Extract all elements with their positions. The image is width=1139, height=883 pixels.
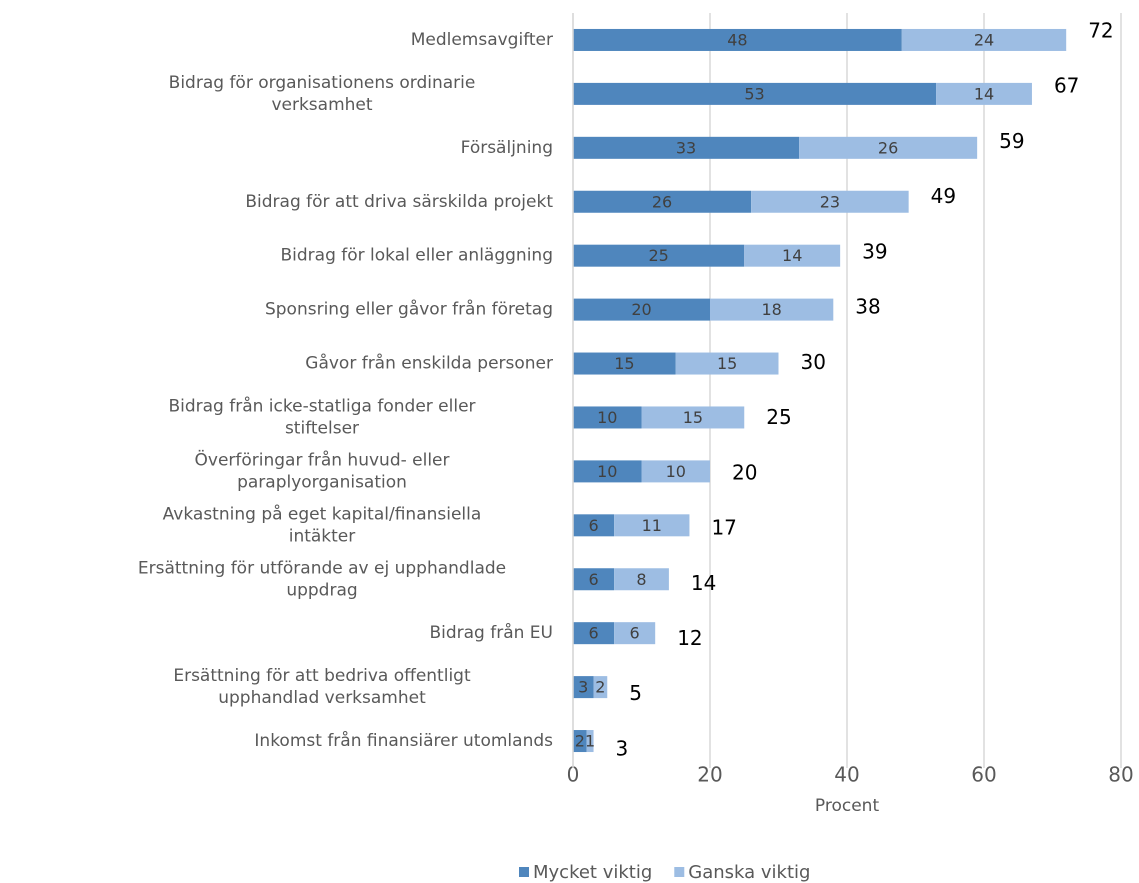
value-label: 48 [727, 30, 747, 49]
total-label: 20 [732, 460, 757, 484]
value-label: 6 [588, 516, 598, 535]
value-label: 1 [585, 732, 595, 751]
value-label: 3 [578, 678, 588, 697]
value-label: 23 [820, 192, 840, 211]
bar [936, 82, 1032, 105]
value-label: 10 [597, 462, 617, 481]
bar [573, 730, 587, 753]
total-label: 30 [801, 350, 826, 374]
bar [573, 406, 642, 429]
value-label: 6 [588, 624, 598, 643]
category-label: Inkomst från finansiärer utomlands [254, 730, 553, 751]
category-label: Medlemsavgifter [411, 30, 553, 50]
x-tick-label: 80 [1108, 763, 1133, 787]
total-label: 72 [1088, 18, 1113, 42]
value-label: 10 [597, 408, 617, 427]
category-label: Bidrag för lokal eller anläggning [280, 246, 553, 266]
value-label: 2 [595, 678, 605, 697]
value-label: 15 [717, 354, 737, 373]
bar [614, 514, 690, 537]
total-label: 17 [711, 516, 736, 540]
bar [614, 622, 656, 645]
value-label: 18 [761, 300, 781, 319]
legend-label: Mycket viktig [533, 862, 652, 883]
total-label: 59 [999, 129, 1024, 153]
value-label: 24 [974, 30, 994, 49]
bar [710, 298, 834, 321]
x-axis-label: Procent [815, 796, 880, 816]
total-label: 49 [931, 184, 956, 208]
value-label: 10 [666, 462, 686, 481]
value-label: 6 [630, 624, 640, 643]
value-label: 6 [588, 570, 598, 589]
bar [593, 676, 608, 699]
bar [573, 676, 594, 699]
x-tick-label: 60 [971, 763, 996, 787]
x-tick-label: 0 [567, 763, 580, 787]
category-label: Överföringar från huvud- eller paraplyorg… [195, 448, 450, 492]
value-label: 15 [683, 408, 703, 427]
bar [573, 514, 615, 537]
bar [573, 244, 745, 267]
legend-swatch [674, 867, 685, 877]
value-label: 11 [642, 516, 662, 535]
x-tick-label: 40 [834, 763, 859, 787]
total-label: 12 [677, 626, 702, 650]
bar [573, 136, 800, 159]
value-label: 26 [878, 138, 898, 157]
total-label: 5 [629, 681, 642, 705]
value-label: 15 [614, 354, 634, 373]
category-label: Ersättning för att bedriva offentligt upp… [173, 666, 471, 708]
category-label: Försäljning [461, 138, 553, 158]
total-label: 3 [616, 736, 629, 760]
bar [573, 460, 642, 483]
bar [573, 298, 710, 321]
bar [751, 190, 909, 213]
value-label: 33 [676, 138, 696, 157]
bar [614, 568, 669, 591]
total-label: 25 [766, 405, 791, 429]
category-label: Bidrag från icke-statliga fonder eller st… [168, 395, 475, 438]
bar [675, 352, 779, 375]
x-tick-label: 20 [697, 763, 722, 787]
bar [573, 28, 902, 51]
value-label: 20 [631, 300, 651, 319]
total-label: 39 [862, 239, 887, 263]
bar [586, 730, 594, 753]
value-label: 14 [782, 246, 802, 265]
category-label: Gåvor från enskilda personer [305, 353, 553, 374]
value-label: 26 [652, 192, 672, 211]
category-label: Bidrag för organisationens ordinarie verk… [169, 73, 476, 115]
bar [573, 352, 676, 375]
legend-swatch [519, 867, 529, 877]
bar [641, 460, 710, 483]
value-label: 8 [636, 570, 646, 589]
total-label: 67 [1054, 74, 1079, 98]
value-label: 2 [575, 732, 585, 751]
category-label: Bidrag från EU [429, 622, 553, 643]
bar [799, 136, 978, 159]
bar [901, 28, 1067, 51]
bar [573, 82, 937, 105]
total-label: 14 [691, 571, 716, 595]
legend-label: Ganska viktig [688, 862, 810, 883]
bar [744, 244, 841, 267]
total-label: 38 [855, 295, 880, 319]
value-label: 25 [648, 246, 668, 265]
category-label: Avkastning på eget kapital/finansiella in… [163, 503, 482, 546]
category-label: Bidrag för att driva särskilda projekt [245, 192, 553, 212]
bar [573, 190, 752, 213]
category-label: Sponsring eller gåvor från företag [265, 299, 553, 320]
bar [573, 622, 615, 645]
value-label: 14 [974, 84, 994, 103]
category-label: Ersättning för utförande av ej upphandla… [138, 558, 506, 600]
bar [641, 406, 745, 429]
value-label: 53 [744, 84, 764, 103]
bar [573, 568, 615, 591]
